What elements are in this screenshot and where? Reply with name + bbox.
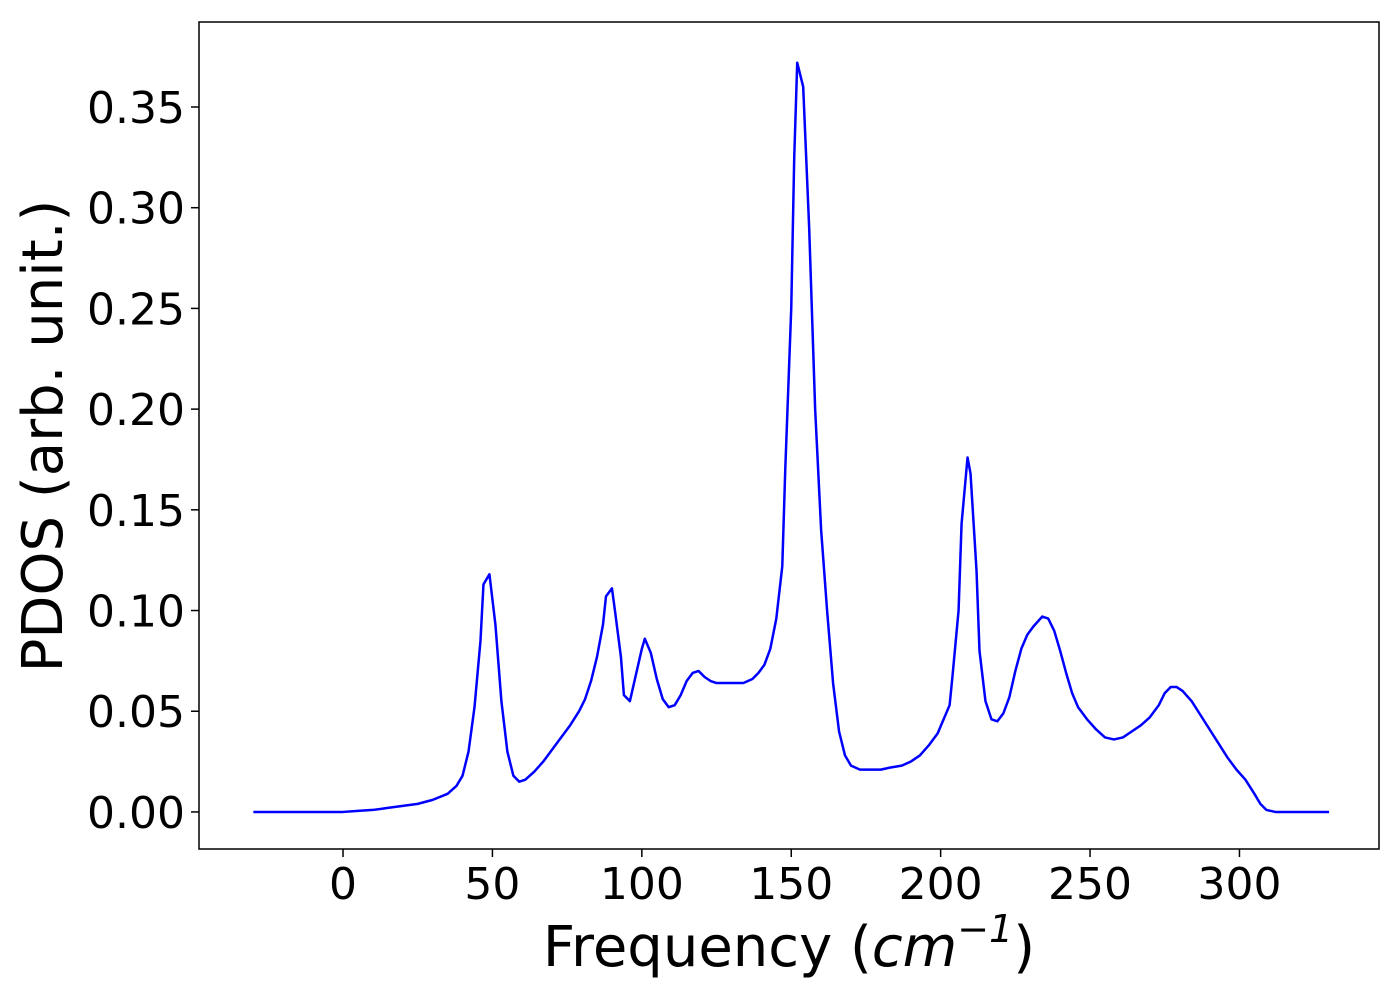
x-tick-label: 200: [899, 859, 983, 910]
y-tick-label: 0.30: [87, 184, 185, 235]
y-tick-label: 0.10: [87, 587, 185, 638]
y-tick-label: 0.35: [87, 83, 185, 134]
x-axis-label: Frequency (cm−1): [543, 907, 1035, 980]
y-tick-label: 0.05: [87, 687, 185, 738]
x-tick-label: 50: [464, 859, 520, 910]
y-tick-label: 0.15: [87, 486, 185, 537]
x-tick-label: 0: [329, 859, 357, 910]
x-tick-label: 250: [1048, 859, 1132, 910]
y-tick-label: 0.20: [87, 385, 185, 436]
x-tick-label: 100: [600, 859, 684, 910]
y-tick-label: 0.00: [87, 788, 185, 839]
x-tick-label: 300: [1197, 859, 1281, 910]
pdos-line: [253, 61, 1330, 814]
x-tick-label: 150: [749, 859, 833, 910]
plot-frame: [198, 21, 1380, 850]
y-axis-label: PDOS (arb. unit.): [11, 200, 76, 673]
y-tick-label: 0.25: [87, 284, 185, 335]
